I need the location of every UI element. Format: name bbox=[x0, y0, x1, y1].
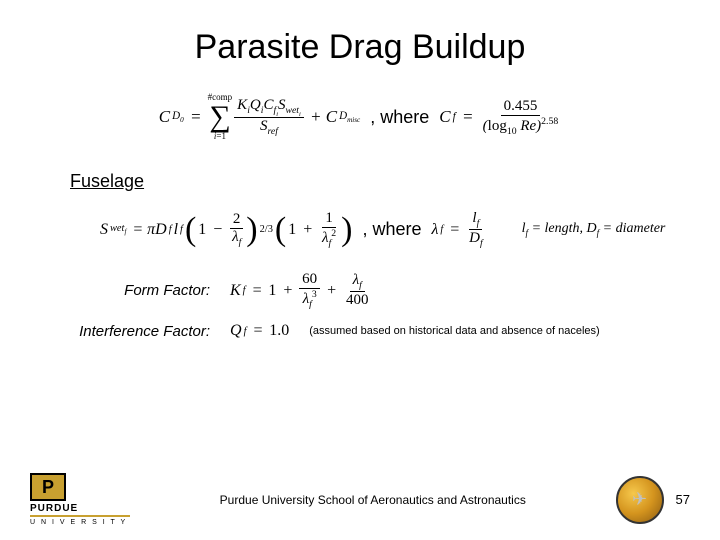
page-number: 57 bbox=[676, 492, 690, 507]
equation-lambdaf: λf = lfDf bbox=[431, 210, 485, 249]
where-label-1: , where bbox=[370, 107, 429, 128]
equation-interference-factor: Qf = 1.0 bbox=[230, 322, 289, 340]
interference-factor-label: Interference Factor: bbox=[70, 323, 210, 340]
interference-note: (assumed based on historical data and ab… bbox=[309, 325, 599, 337]
footer-right: 57 bbox=[616, 476, 690, 524]
form-factor-row: Form Factor: Kf = 1 + 60λf3 + λf400 bbox=[70, 271, 680, 310]
page-title: Parasite Drag Buildup bbox=[40, 28, 680, 67]
purdue-name: PURDUE bbox=[30, 503, 78, 514]
footer-text: Purdue University School of Aeronautics … bbox=[130, 493, 616, 507]
purdue-sub: U N I V E R S I T Y bbox=[30, 519, 127, 526]
interference-factor-row: Interference Factor: Qf = 1.0 (assumed b… bbox=[70, 322, 680, 340]
section-fuselage: Fuselage bbox=[70, 171, 680, 192]
purdue-p-icon: P bbox=[30, 473, 66, 501]
equation-defs: lf = length, Df = diameter bbox=[522, 221, 666, 238]
equation-cf: Cf = 0.455 (log10 Re)2.58 bbox=[439, 98, 561, 137]
equation-swet-row: Swetf = πDflf ( 1 − 2λf )2/3 ( 1 + 1λf2 … bbox=[100, 210, 680, 249]
aero-badge-icon bbox=[616, 476, 664, 524]
form-factor-label: Form Factor: bbox=[70, 282, 210, 299]
equation-form-factor: Kf = 1 + 60λf3 + λf400 bbox=[230, 271, 371, 310]
footer: P PURDUE U N I V E R S I T Y Purdue Univ… bbox=[0, 473, 720, 526]
where-label-2: , where bbox=[362, 219, 421, 240]
slide: Parasite Drag Buildup CD0 = #comp ∑ i=1 … bbox=[0, 0, 720, 540]
equation-cd0: CD0 = #comp ∑ i=1 KiQiCfiSweti Sref + CD… bbox=[159, 93, 360, 141]
equation-cd0-row: CD0 = #comp ∑ i=1 KiQiCfiSweti Sref + CD… bbox=[40, 93, 680, 141]
purdue-divider bbox=[30, 515, 130, 517]
purdue-logo: P PURDUE U N I V E R S I T Y bbox=[30, 473, 130, 526]
equation-swet: Swetf = πDflf ( 1 − 2λf )2/3 ( 1 + 1λf2 … bbox=[100, 210, 352, 249]
